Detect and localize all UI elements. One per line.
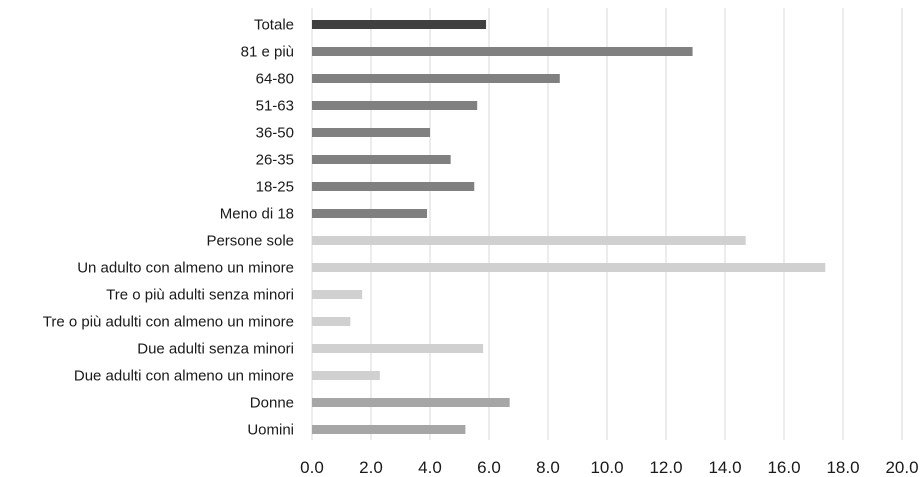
- x-tick-label: 2.0: [359, 458, 383, 477]
- category-labels: Totale 81 e più 64-80 51-63 36-50 26-35 18-25 M…: [43, 17, 294, 439]
- category-label: Tre o più adulti senza minori: [106, 287, 294, 304]
- bar: [312, 182, 475, 191]
- bar: [312, 263, 826, 272]
- bar: [312, 425, 466, 434]
- bar: [312, 209, 428, 218]
- x-axis-tick-labels: 0.0 2.0 4.0 6.0 8.0 10.0 12.0 14.0 16.0 18.0 20.0: [300, 458, 918, 477]
- category-label: Tre o più adulti con almeno un minore: [43, 314, 294, 331]
- bars: [312, 20, 826, 434]
- category-label: Totale: [254, 17, 294, 34]
- bar: [312, 398, 510, 407]
- bar: [312, 128, 430, 137]
- category-label: Donne: [250, 395, 294, 412]
- x-tick-label: 8.0: [536, 458, 560, 477]
- category-label: Due adulti senza minori: [137, 341, 294, 358]
- bar: [312, 101, 478, 110]
- gridlines: [311, 8, 903, 440]
- bar: [312, 155, 451, 164]
- bar: [312, 344, 484, 353]
- x-tick-label: 10.0: [590, 458, 623, 477]
- x-tick-label: 4.0: [418, 458, 442, 477]
- bar: [312, 20, 487, 29]
- x-tick-label: 6.0: [477, 458, 501, 477]
- bar: [312, 236, 746, 245]
- bar: [312, 371, 380, 380]
- category-label: Due adulti con almeno un minore: [74, 368, 294, 385]
- category-label: Un adulto con almeno un minore: [77, 260, 294, 277]
- x-tick-label: 0.0: [300, 458, 324, 477]
- category-label: 64-80: [256, 71, 294, 88]
- bar: [312, 290, 363, 299]
- category-label: 18-25: [256, 179, 294, 196]
- bar: [312, 317, 351, 326]
- x-tick-label: 18.0: [826, 458, 859, 477]
- category-label: 26-35: [256, 152, 294, 169]
- category-label: 51-63: [256, 98, 294, 115]
- category-label: Persone sole: [206, 233, 294, 250]
- bar: [312, 47, 693, 56]
- x-tick-label: 14.0: [708, 458, 741, 477]
- category-label: Meno di 18: [220, 206, 294, 223]
- x-tick-label: 16.0: [767, 458, 800, 477]
- bar: [312, 74, 560, 83]
- category-label: 36-50: [256, 125, 294, 142]
- x-tick-label: 12.0: [649, 458, 682, 477]
- category-label: Uomini: [247, 422, 294, 439]
- category-label: 81 e più: [241, 44, 294, 61]
- x-tick-label: 20.0: [885, 458, 918, 477]
